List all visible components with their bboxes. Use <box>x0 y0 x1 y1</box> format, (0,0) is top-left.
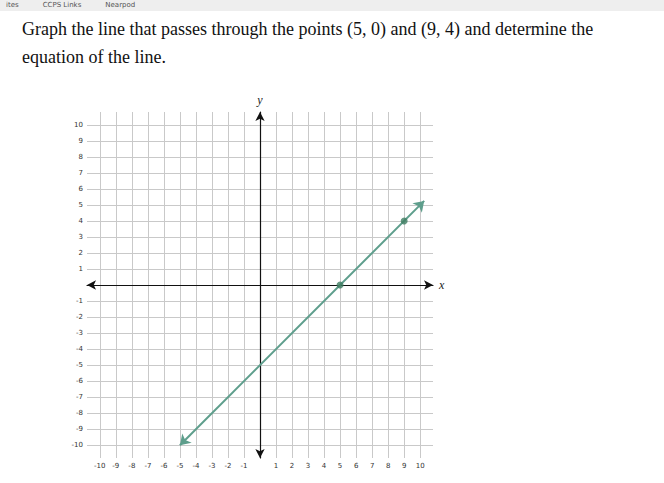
svg-text:-7: -7 <box>76 393 83 401</box>
svg-text:y: y <box>256 93 263 107</box>
html-text:CCPS Links: CCPS Links <box>42 1 82 9</box>
svg-text:7: 7 <box>79 169 83 177</box>
svg-text:-5: -5 <box>176 462 183 470</box>
svg-text:-2: -2 <box>224 462 231 470</box>
svg-text:-9: -9 <box>76 425 83 433</box>
svg-text:10: 10 <box>74 121 83 129</box>
svg-text:-5: -5 <box>76 361 83 369</box>
svg-text:-6: -6 <box>76 377 84 385</box>
svg-text:-1: -1 <box>76 297 83 305</box>
html-text:Graph the line that passes thr: Graph the line that passes through the p… <box>22 19 594 39</box>
svg-text:3: 3 <box>79 233 83 241</box>
html-text:Nearpod: Nearpod <box>105 1 136 9</box>
svg-text:5: 5 <box>338 462 342 470</box>
svg-text:7: 7 <box>370 462 374 470</box>
svg-text:-10: -10 <box>72 441 83 449</box>
svg-text:-4: -4 <box>192 462 200 470</box>
html-text:ites: ites <box>6 1 19 9</box>
svg-text:6: 6 <box>79 185 84 193</box>
svg-text:5: 5 <box>79 201 83 209</box>
svg-text:10: 10 <box>416 462 425 470</box>
svg-text:-9: -9 <box>112 462 119 470</box>
svg-text:9: 9 <box>402 462 406 470</box>
svg-text:4: 4 <box>322 462 327 470</box>
svg-text:1: 1 <box>274 462 278 470</box>
svg-text:-10: -10 <box>94 462 105 470</box>
svg-text:8: 8 <box>386 462 390 470</box>
svg-text:-4: -4 <box>76 345 84 353</box>
svg-text:x: x <box>438 278 445 292</box>
svg-text:3: 3 <box>306 462 310 470</box>
svg-text:-3: -3 <box>208 462 215 470</box>
svg-text:-2: -2 <box>76 313 83 321</box>
svg-text:4: 4 <box>79 217 84 225</box>
svg-text:2: 2 <box>290 462 294 470</box>
svg-text:-3: -3 <box>76 329 83 337</box>
svg-text:-6: -6 <box>160 462 168 470</box>
svg-text:8: 8 <box>79 153 83 161</box>
svg-text:9: 9 <box>79 137 83 145</box>
svg-text:-7: -7 <box>144 462 151 470</box>
svg-text:-1: -1 <box>240 462 247 470</box>
svg-text:6: 6 <box>354 462 359 470</box>
svg-text:1: 1 <box>79 265 83 273</box>
svg-text:-8: -8 <box>76 409 83 417</box>
html-text:equation of the line.: equation of the line. <box>22 47 166 67</box>
svg-text:2: 2 <box>79 249 83 257</box>
svg-text:-8: -8 <box>128 462 135 470</box>
